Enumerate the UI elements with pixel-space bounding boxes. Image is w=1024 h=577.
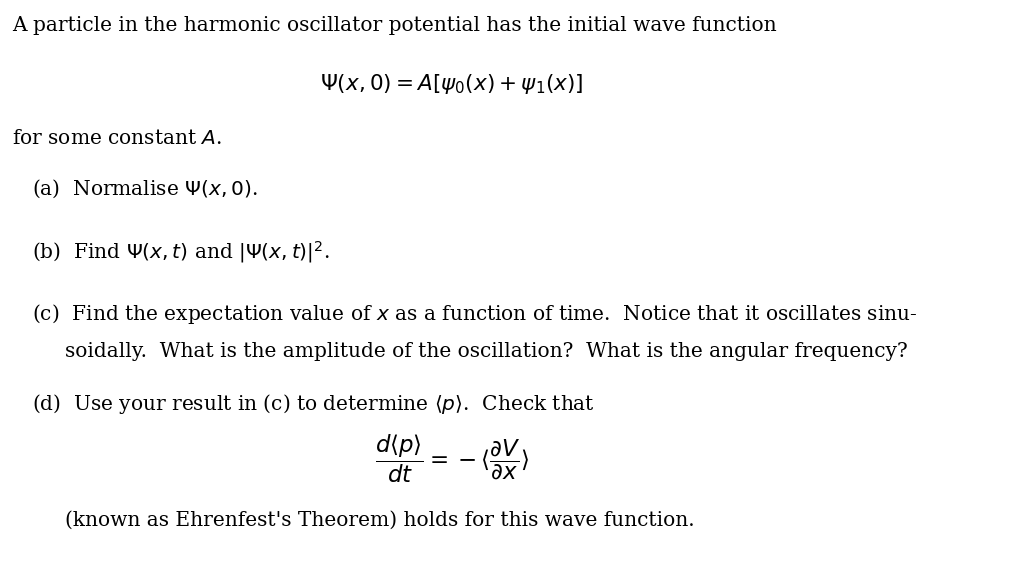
Text: A particle in the harmonic oscillator potential has the initial wave function: A particle in the harmonic oscillator po… bbox=[11, 17, 776, 35]
Text: (b)  Find $\Psi(x, t)$ and $|\Psi(x, t)|^2$.: (b) Find $\Psi(x, t)$ and $|\Psi(x, t)|^… bbox=[32, 239, 330, 264]
Text: (a)  Normalise $\Psi(x, 0)$.: (a) Normalise $\Psi(x, 0)$. bbox=[32, 178, 257, 200]
Text: (c)  Find the expectation value of $x$ as a function of time.  Notice that it os: (c) Find the expectation value of $x$ as… bbox=[32, 302, 918, 327]
Text: (d)  Use your result in (c) to determine $\langle p\rangle$.  Check that: (d) Use your result in (c) to determine … bbox=[32, 392, 595, 416]
Text: (known as Ehrenfest's Theorem) holds for this wave function.: (known as Ehrenfest's Theorem) holds for… bbox=[66, 511, 694, 530]
Text: $\dfrac{d\langle p\rangle}{dt} = -\langle\dfrac{\partial V}{\partial x}\rangle$: $\dfrac{d\langle p\rangle}{dt} = -\langl… bbox=[375, 433, 529, 485]
Text: for some constant $A$.: for some constant $A$. bbox=[11, 129, 221, 148]
Text: soidally.  What is the amplitude of the oscillation?  What is the angular freque: soidally. What is the amplitude of the o… bbox=[66, 343, 908, 361]
Text: $\Psi(x, 0) = A\left[\psi_0(x) + \psi_1(x)\right]$: $\Psi(x, 0) = A\left[\psi_0(x) + \psi_1(… bbox=[321, 72, 584, 96]
